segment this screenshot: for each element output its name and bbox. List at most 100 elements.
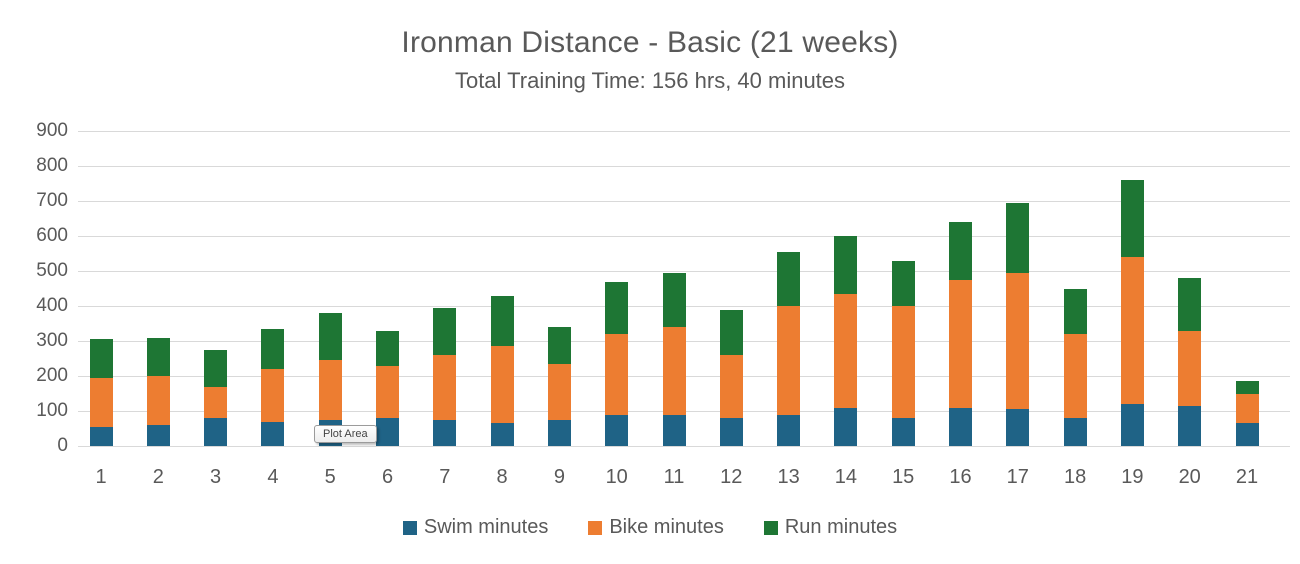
bar-week-16[interactable] xyxy=(949,222,972,446)
bar-week-21[interactable] xyxy=(1235,381,1259,446)
bar-week-18[interactable] xyxy=(1063,288,1087,446)
bar-segment-bike[interactable] xyxy=(204,386,228,418)
x-tick-label: 19 xyxy=(1121,466,1144,488)
bar-segment-run[interactable] xyxy=(547,327,571,364)
bar-week-8[interactable] xyxy=(490,295,514,446)
bar-segment-bike[interactable] xyxy=(433,355,457,420)
bar-segment-run[interactable] xyxy=(490,295,514,347)
bar-segment-swim[interactable] xyxy=(662,414,686,446)
y-tick-label: 700 xyxy=(36,190,68,211)
plot-area[interactable]: Plot Area xyxy=(78,130,1290,447)
bar-segment-swim[interactable] xyxy=(1006,409,1030,446)
y-axis-labels: 0 100 200 300 400 500 600 700 800 900 xyxy=(18,120,68,456)
x-axis-labels: 1 2 3 4 5 6 7 8 9 10 11 12 13 14 15 16 17 18 19 20 21 xyxy=(78,466,1290,492)
bar-segment-run[interactable] xyxy=(318,313,342,361)
bar-week-17[interactable] xyxy=(1006,202,1030,446)
bar-week-1[interactable] xyxy=(89,339,113,446)
bar-segment-swim[interactable] xyxy=(204,418,228,446)
bar-segment-bike[interactable] xyxy=(605,334,629,415)
bar-segment-run[interactable] xyxy=(204,349,228,387)
bar-week-14[interactable] xyxy=(834,236,858,446)
bar-segment-swim[interactable] xyxy=(949,407,972,446)
bar-segment-swim[interactable] xyxy=(605,414,629,446)
bar-segment-bike[interactable] xyxy=(89,377,113,427)
bar-segment-run[interactable] xyxy=(433,307,457,355)
bar-segment-bike[interactable] xyxy=(547,363,571,420)
bar-segment-bike[interactable] xyxy=(1178,330,1202,406)
bar-segment-swim[interactable] xyxy=(1120,404,1144,446)
x-tick-label: 16 xyxy=(949,466,972,488)
bar-week-3[interactable] xyxy=(204,349,228,446)
legend-label: Bike minutes xyxy=(609,516,724,538)
bar-segment-run[interactable] xyxy=(777,251,801,306)
bar-segment-run[interactable] xyxy=(891,260,915,306)
bar-segment-run[interactable] xyxy=(1120,180,1144,257)
bar-segment-bike[interactable] xyxy=(949,279,972,408)
bar-week-20[interactable] xyxy=(1178,278,1202,446)
y-tick-label: 600 xyxy=(36,225,68,246)
bar-week-19[interactable] xyxy=(1120,180,1144,446)
bar-segment-swim[interactable] xyxy=(433,419,457,446)
bar-segment-run[interactable] xyxy=(949,222,972,280)
y-tick-label: 200 xyxy=(36,365,68,386)
bar-week-12[interactable] xyxy=(719,309,743,446)
bar-segment-bike[interactable] xyxy=(1235,393,1259,424)
bar-segment-run[interactable] xyxy=(89,339,113,378)
bar-segment-bike[interactable] xyxy=(662,327,686,415)
bar-segment-swim[interactable] xyxy=(1063,418,1087,446)
bar-week-4[interactable] xyxy=(261,328,285,446)
bar-segment-bike[interactable] xyxy=(1063,334,1087,418)
bar-segment-swim[interactable] xyxy=(376,418,399,446)
x-tick-label: 7 xyxy=(439,466,451,488)
bar-segment-swim[interactable] xyxy=(834,407,858,446)
y-tick-label: 800 xyxy=(36,155,68,176)
bar-segment-swim[interactable] xyxy=(490,423,514,446)
bar-segment-bike[interactable] xyxy=(490,346,514,424)
bar-week-11[interactable] xyxy=(662,272,686,446)
bar-segment-swim[interactable] xyxy=(261,421,285,446)
bar-segment-bike[interactable] xyxy=(376,365,399,418)
y-tick-label: 900 xyxy=(36,120,68,141)
bar-segment-run[interactable] xyxy=(1006,202,1030,273)
bar-segment-bike[interactable] xyxy=(1006,272,1030,410)
bar-segment-run[interactable] xyxy=(261,328,285,369)
bar-segment-bike[interactable] xyxy=(777,306,801,415)
bar-segment-swim[interactable] xyxy=(1235,423,1259,446)
bar-segment-bike[interactable] xyxy=(719,355,743,418)
bar-segment-swim[interactable] xyxy=(1178,405,1202,446)
bar-segment-swim[interactable] xyxy=(719,418,743,446)
bar-segment-swim[interactable] xyxy=(89,426,113,446)
bar-segment-swim[interactable] xyxy=(146,425,170,446)
bar-segment-run[interactable] xyxy=(1235,381,1259,394)
bar-week-6[interactable] xyxy=(376,330,399,446)
bar-segment-bike[interactable] xyxy=(1120,257,1144,404)
x-tick-label: 15 xyxy=(892,466,915,488)
bar-week-10[interactable] xyxy=(605,281,629,446)
bar-week-13[interactable] xyxy=(777,251,801,446)
bar-week-2[interactable] xyxy=(146,337,170,446)
bar-segment-run[interactable] xyxy=(662,272,686,327)
bar-segment-bike[interactable] xyxy=(261,369,285,422)
bar-segment-bike[interactable] xyxy=(318,360,342,420)
bar-segment-swim[interactable] xyxy=(777,414,801,446)
bar-segment-run[interactable] xyxy=(719,309,743,355)
bar-segment-run[interactable] xyxy=(146,337,170,376)
legend-item-bike[interactable]: Bike minutes xyxy=(588,516,724,539)
bar-segment-run[interactable] xyxy=(1178,278,1202,331)
x-tick-label: 13 xyxy=(777,466,800,488)
legend-item-run[interactable]: Run minutes xyxy=(763,516,897,539)
bar-segment-bike[interactable] xyxy=(834,293,858,408)
bar-segment-run[interactable] xyxy=(834,236,858,294)
bar-segment-swim[interactable] xyxy=(547,419,571,446)
legend-item-swim[interactable]: Swim minutes xyxy=(402,516,548,539)
bar-week-7[interactable] xyxy=(433,307,457,446)
bar-segment-run[interactable] xyxy=(376,330,399,366)
bar-segment-bike[interactable] xyxy=(891,306,915,418)
gridline xyxy=(78,165,1290,167)
bar-segment-run[interactable] xyxy=(605,281,629,334)
bar-week-15[interactable] xyxy=(891,260,915,446)
bar-segment-swim[interactable] xyxy=(891,418,915,446)
bar-segment-run[interactable] xyxy=(1063,288,1087,334)
bar-segment-bike[interactable] xyxy=(146,376,170,425)
bar-week-9[interactable] xyxy=(547,327,571,446)
